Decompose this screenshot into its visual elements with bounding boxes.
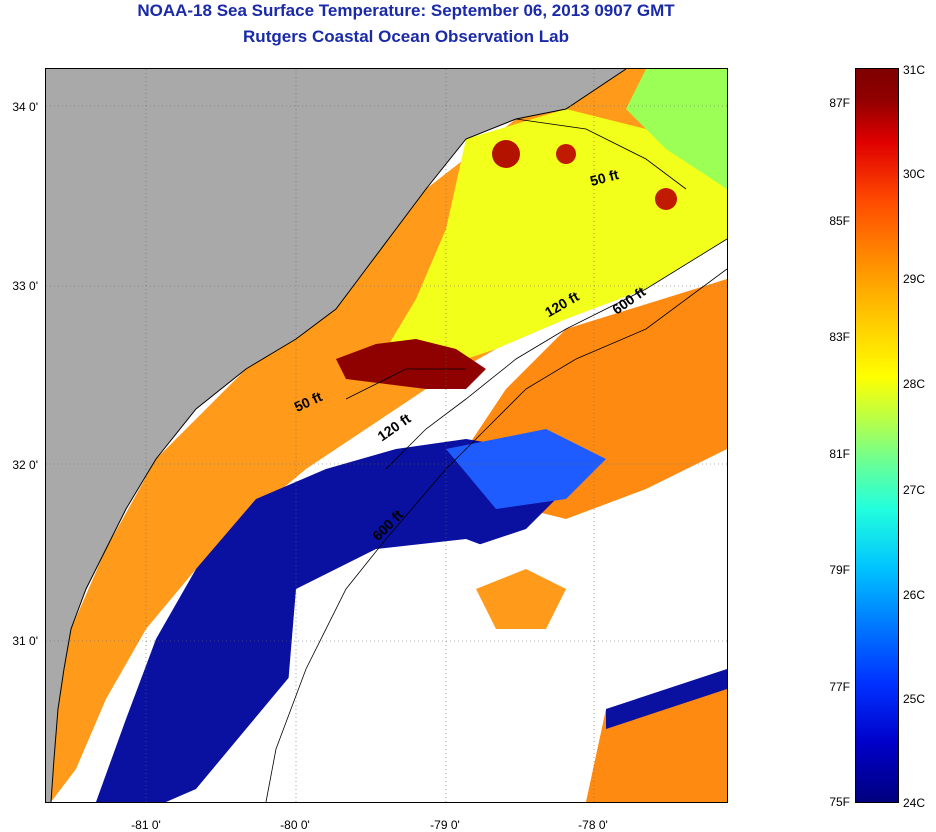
lon-label-79: -79 0' bbox=[430, 818, 460, 832]
colorbar-c-label: 28C bbox=[903, 377, 926, 391]
isobath-120ft bbox=[385, 238, 727, 470]
colorbar-f-label: 77F bbox=[829, 680, 850, 694]
colorbar-f-label: 75F bbox=[829, 795, 850, 809]
map-title: NOAA-18 Sea Surface Temperature: Septemb… bbox=[137, 1, 675, 20]
colorbar-f-label: 79F bbox=[829, 563, 850, 577]
temperature-colorbar bbox=[855, 68, 899, 803]
colorbar-c-label: 26C bbox=[903, 588, 926, 602]
colorbar-c-label: 31C bbox=[903, 63, 926, 77]
graticule bbox=[46, 69, 727, 802]
coastline bbox=[50, 69, 627, 802]
colorbar-f-label: 83F bbox=[829, 330, 850, 344]
colorbar-c-label: 25C bbox=[903, 692, 926, 706]
sst-map-canvas: 50 ft 120 ft 600 ft 50 ft 120 ft 600 ft bbox=[46, 69, 727, 802]
colorbar-f-label: 81F bbox=[829, 447, 850, 461]
isobath-label: 50 ft bbox=[588, 166, 620, 189]
colorbar-f-label: 87F bbox=[829, 96, 850, 110]
map-subtitle: Rutgers Coastal Ocean Observation Lab bbox=[243, 27, 569, 46]
lat-label-34: 34 0' bbox=[12, 100, 38, 114]
colorbar-c-label: 27C bbox=[903, 483, 926, 497]
colorbar-c-label: 29C bbox=[903, 272, 926, 286]
lat-label-32: 32 0' bbox=[12, 458, 38, 472]
lon-label-81: -81 0' bbox=[131, 818, 161, 832]
lon-label-80: -80 0' bbox=[280, 818, 310, 832]
colorbar-c-label: 24C bbox=[903, 796, 926, 810]
colorbar-f-label: 85F bbox=[829, 214, 850, 228]
colorbar-c-label: 30C bbox=[903, 167, 926, 181]
lat-label-33: 33 0' bbox=[12, 279, 38, 293]
sst-map[interactable]: 50 ft 120 ft 600 ft 50 ft 120 ft 600 ft bbox=[45, 68, 728, 803]
lon-label-78: -78 0' bbox=[578, 818, 608, 832]
lat-label-31: 31 0' bbox=[12, 634, 38, 648]
